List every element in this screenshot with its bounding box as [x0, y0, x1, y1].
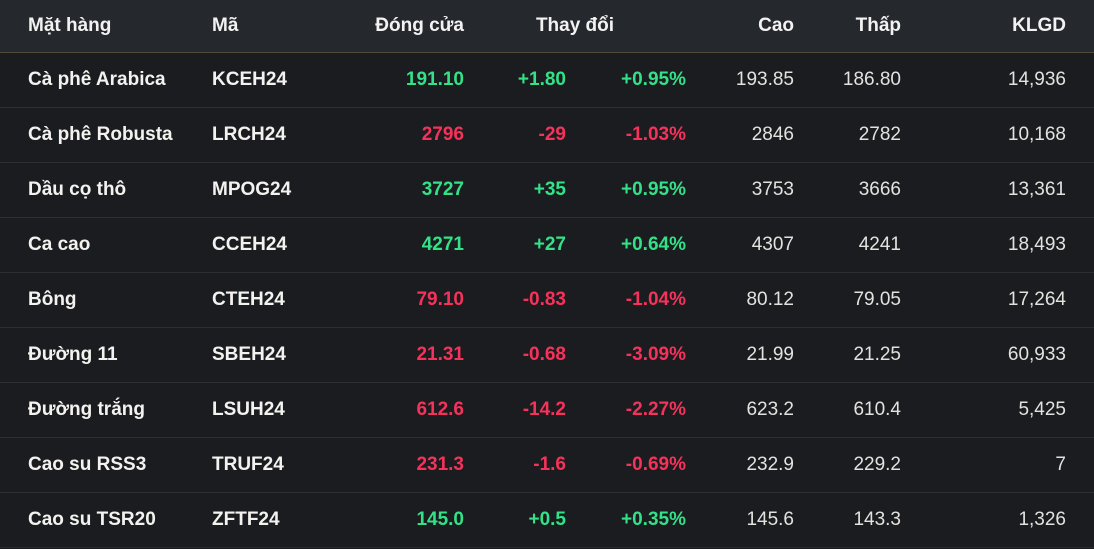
high-value: 232.9	[686, 437, 794, 493]
close-value: 79.10	[324, 272, 464, 328]
close-value: 191.10	[324, 52, 464, 108]
header-code: Mã	[212, 0, 324, 53]
close-value: 3727	[324, 162, 464, 218]
volume-value: 7	[901, 437, 1094, 493]
table-header-row: Mặt hàng Mã Đóng cửa Thay đổi Cao Thấp K…	[0, 0, 1094, 53]
change-value: -0.83	[464, 272, 566, 328]
commodity-name: Đường trắng	[0, 382, 212, 438]
header-volume: KLGD	[901, 0, 1094, 53]
commodity-code: MPOG24	[212, 162, 324, 218]
commodity-code: LSUH24	[212, 382, 324, 438]
commodity-code: LRCH24	[212, 107, 324, 163]
change-value: -0.68	[464, 327, 566, 383]
change-value: -29	[464, 107, 566, 163]
commodity-name: Dầu cọ thô	[0, 162, 212, 218]
change-percent: +0.35%	[566, 492, 686, 548]
volume-value: 18,493	[901, 217, 1094, 273]
header-change: Thay đổi	[464, 0, 686, 53]
change-percent: +0.95%	[566, 162, 686, 218]
low-value: 229.2	[794, 437, 901, 493]
change-percent: +0.95%	[566, 52, 686, 108]
high-value: 623.2	[686, 382, 794, 438]
commodity-name: Cao su RSS3	[0, 437, 212, 493]
low-value: 79.05	[794, 272, 901, 328]
commodity-code: ZFTF24	[212, 492, 324, 548]
high-value: 4307	[686, 217, 794, 273]
low-value: 186.80	[794, 52, 901, 108]
header-close: Đóng cửa	[324, 0, 464, 53]
header-high: Cao	[686, 0, 794, 53]
table-row[interactable]: Ca cao CCEH24 4271 +27 +0.64% 4307 4241 …	[0, 217, 1094, 273]
change-value: +1.80	[464, 52, 566, 108]
commodity-code: SBEH24	[212, 327, 324, 383]
low-value: 2782	[794, 107, 901, 163]
close-value: 4271	[324, 217, 464, 273]
table-row[interactable]: Cao su RSS3 TRUF24 231.3 -1.6 -0.69% 232…	[0, 437, 1094, 493]
high-value: 145.6	[686, 492, 794, 548]
volume-value: 1,326	[901, 492, 1094, 548]
header-commodity: Mặt hàng	[0, 0, 212, 53]
volume-value: 5,425	[901, 382, 1094, 438]
change-percent: -2.27%	[566, 382, 686, 438]
high-value: 193.85	[686, 52, 794, 108]
change-percent: -0.69%	[566, 437, 686, 493]
commodity-name: Đường 11	[0, 327, 212, 383]
close-value: 612.6	[324, 382, 464, 438]
commodity-code: CCEH24	[212, 217, 324, 273]
high-value: 3753	[686, 162, 794, 218]
high-value: 2846	[686, 107, 794, 163]
low-value: 4241	[794, 217, 901, 273]
commodity-name: Cà phê Arabica	[0, 52, 212, 108]
commodity-name: Bông	[0, 272, 212, 328]
table-row[interactable]: Cao su TSR20 ZFTF24 145.0 +0.5 +0.35% 14…	[0, 492, 1094, 548]
commodity-code: KCEH24	[212, 52, 324, 108]
change-value: -1.6	[464, 437, 566, 493]
change-value: -14.2	[464, 382, 566, 438]
change-percent: -1.03%	[566, 107, 686, 163]
table-row[interactable]: Cà phê Robusta LRCH24 2796 -29 -1.03% 28…	[0, 107, 1094, 163]
volume-value: 14,936	[901, 52, 1094, 108]
high-value: 21.99	[686, 327, 794, 383]
change-value: +35	[464, 162, 566, 218]
table-row[interactable]: Bông CTEH24 79.10 -0.83 -1.04% 80.12 79.…	[0, 272, 1094, 328]
change-percent: -3.09%	[566, 327, 686, 383]
header-low: Thấp	[794, 0, 901, 53]
close-value: 2796	[324, 107, 464, 163]
table-row[interactable]: Đường trắng LSUH24 612.6 -14.2 -2.27% 62…	[0, 382, 1094, 438]
table-row[interactable]: Đường 11 SBEH24 21.31 -0.68 -3.09% 21.99…	[0, 327, 1094, 383]
change-value: +0.5	[464, 492, 566, 548]
change-value: +27	[464, 217, 566, 273]
commodity-code: TRUF24	[212, 437, 324, 493]
volume-value: 13,361	[901, 162, 1094, 218]
volume-value: 10,168	[901, 107, 1094, 163]
table-row[interactable]: Cà phê Arabica KCEH24 191.10 +1.80 +0.95…	[0, 52, 1094, 108]
close-value: 231.3	[324, 437, 464, 493]
close-value: 145.0	[324, 492, 464, 548]
commodity-code: CTEH24	[212, 272, 324, 328]
close-value: 21.31	[324, 327, 464, 383]
table-row[interactable]: Dầu cọ thô MPOG24 3727 +35 +0.95% 3753 3…	[0, 162, 1094, 218]
volume-value: 17,264	[901, 272, 1094, 328]
commodity-name: Ca cao	[0, 217, 212, 273]
change-percent: -1.04%	[566, 272, 686, 328]
high-value: 80.12	[686, 272, 794, 328]
commodity-name: Cao su TSR20	[0, 492, 212, 548]
volume-value: 60,933	[901, 327, 1094, 383]
low-value: 3666	[794, 162, 901, 218]
change-percent: +0.64%	[566, 217, 686, 273]
low-value: 21.25	[794, 327, 901, 383]
commodity-name: Cà phê Robusta	[0, 107, 212, 163]
low-value: 610.4	[794, 382, 901, 438]
low-value: 143.3	[794, 492, 901, 548]
